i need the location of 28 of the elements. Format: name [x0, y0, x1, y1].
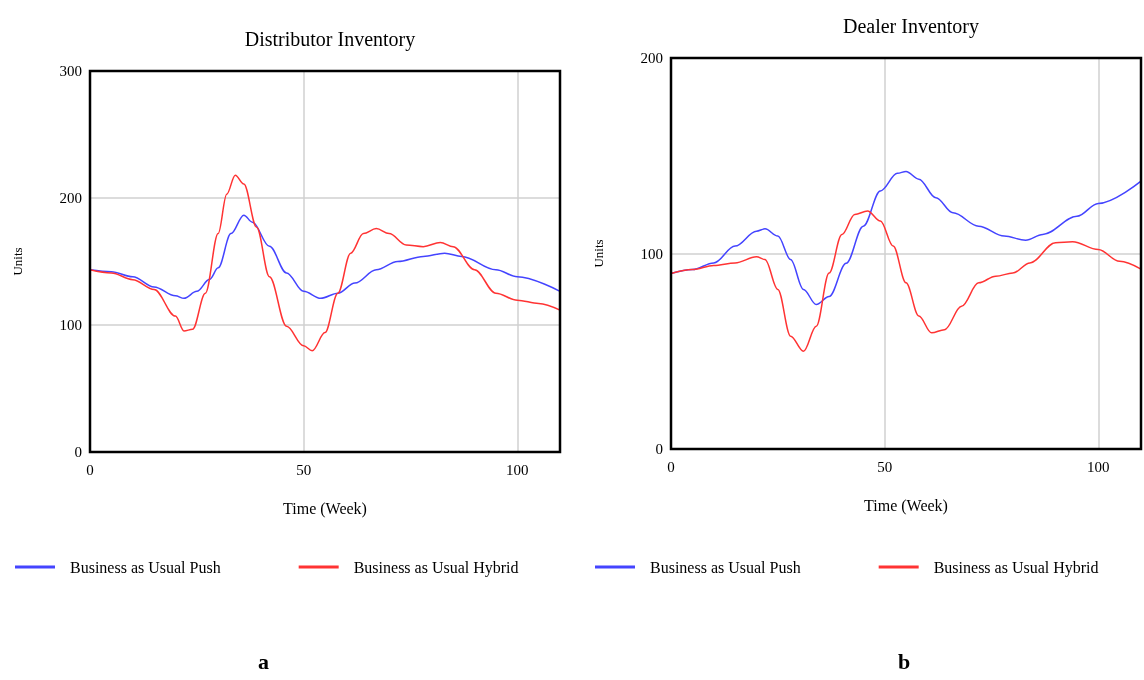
y-tick-label: 100 — [59, 317, 82, 333]
line-series — [670, 210, 1142, 352]
x-tick-label: 50 — [877, 458, 893, 475]
legend-label: Business as Usual Hybrid — [353, 558, 519, 577]
legend-label: Business as Usual Push — [70, 558, 221, 576]
chart-title: Dealer Inventory — [842, 15, 980, 38]
x-tick-label: 100 — [1087, 458, 1110, 475]
y-tick-label: 100 — [640, 245, 663, 262]
legend-label: Business as Usual Hybrid — [933, 558, 1099, 577]
y-tick-label: 300 — [59, 63, 82, 79]
x-tick-label: 0 — [667, 458, 675, 475]
y-tick-label: 0 — [655, 441, 663, 457]
text: b — [898, 648, 911, 674]
x-axis-title: Time (Week) — [283, 499, 367, 518]
x-tick-label: 100 — [506, 461, 529, 478]
line-series — [89, 214, 561, 300]
y-tick-label: 200 — [59, 190, 82, 206]
y-tick-label: 200 — [640, 50, 663, 66]
chart-title: Distributor Inventory — [244, 28, 416, 51]
y-tick-label: 0 — [74, 444, 82, 460]
line-series — [89, 174, 561, 352]
text: a — [258, 648, 269, 674]
x-axis-title: Time (Week) — [864, 496, 948, 515]
x-tick-label: 50 — [296, 461, 312, 478]
x-tick-label: 0 — [86, 461, 94, 478]
y-axis-title: Units — [591, 239, 606, 268]
legend-label: Business as Usual Push — [650, 558, 801, 576]
y-axis-title: Units — [10, 247, 25, 276]
